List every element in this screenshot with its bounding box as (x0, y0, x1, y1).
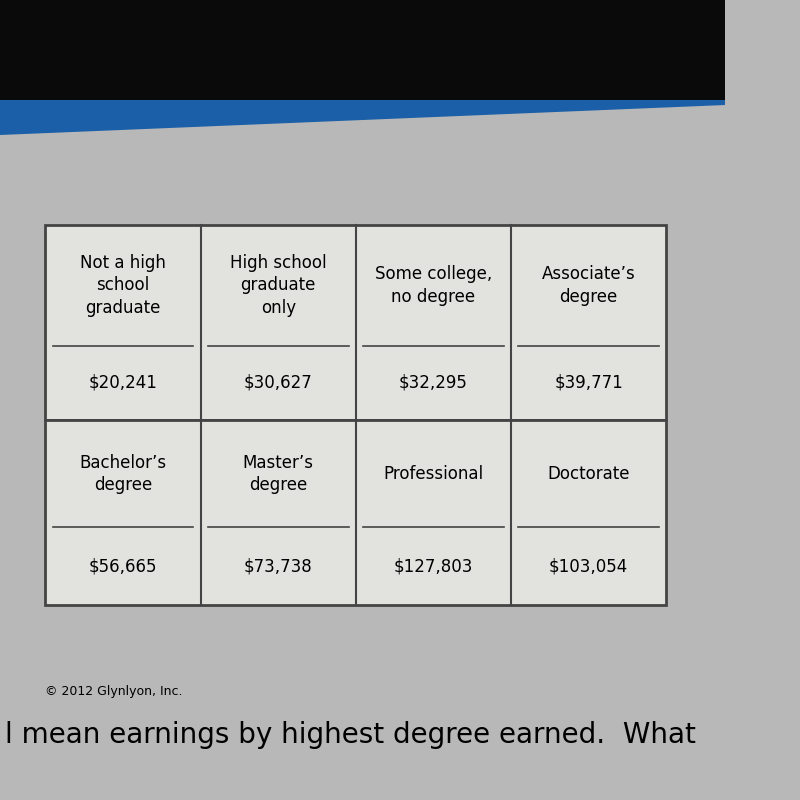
Text: $73,738: $73,738 (244, 557, 313, 575)
Text: $39,771: $39,771 (554, 374, 623, 392)
Text: Professional: Professional (383, 465, 483, 482)
Text: High school
graduate
only: High school graduate only (230, 254, 326, 317)
Bar (46, 225, 666, 420)
Text: $56,665: $56,665 (89, 557, 158, 575)
Text: Not a high
school
graduate: Not a high school graduate (80, 254, 166, 317)
Text: $30,627: $30,627 (244, 374, 313, 392)
Text: l mean earnings by highest degree earned.  What: l mean earnings by highest degree earned… (5, 721, 695, 749)
Text: Master’s
degree: Master’s degree (242, 454, 314, 494)
Bar (0, 0, 726, 100)
Text: Doctorate: Doctorate (547, 465, 630, 482)
Text: © 2012 Glynlyon, Inc.: © 2012 Glynlyon, Inc. (46, 685, 183, 698)
Text: $127,803: $127,803 (394, 557, 473, 575)
Text: $32,295: $32,295 (399, 374, 468, 392)
Text: Bachelor’s
degree: Bachelor’s degree (79, 454, 166, 494)
Text: Associate’s
degree: Associate’s degree (542, 266, 635, 306)
Bar (46, 420, 666, 605)
Text: $103,054: $103,054 (549, 557, 628, 575)
Polygon shape (0, 100, 726, 135)
Text: Some college,
no degree: Some college, no degree (375, 266, 492, 306)
Text: $20,241: $20,241 (89, 374, 158, 392)
